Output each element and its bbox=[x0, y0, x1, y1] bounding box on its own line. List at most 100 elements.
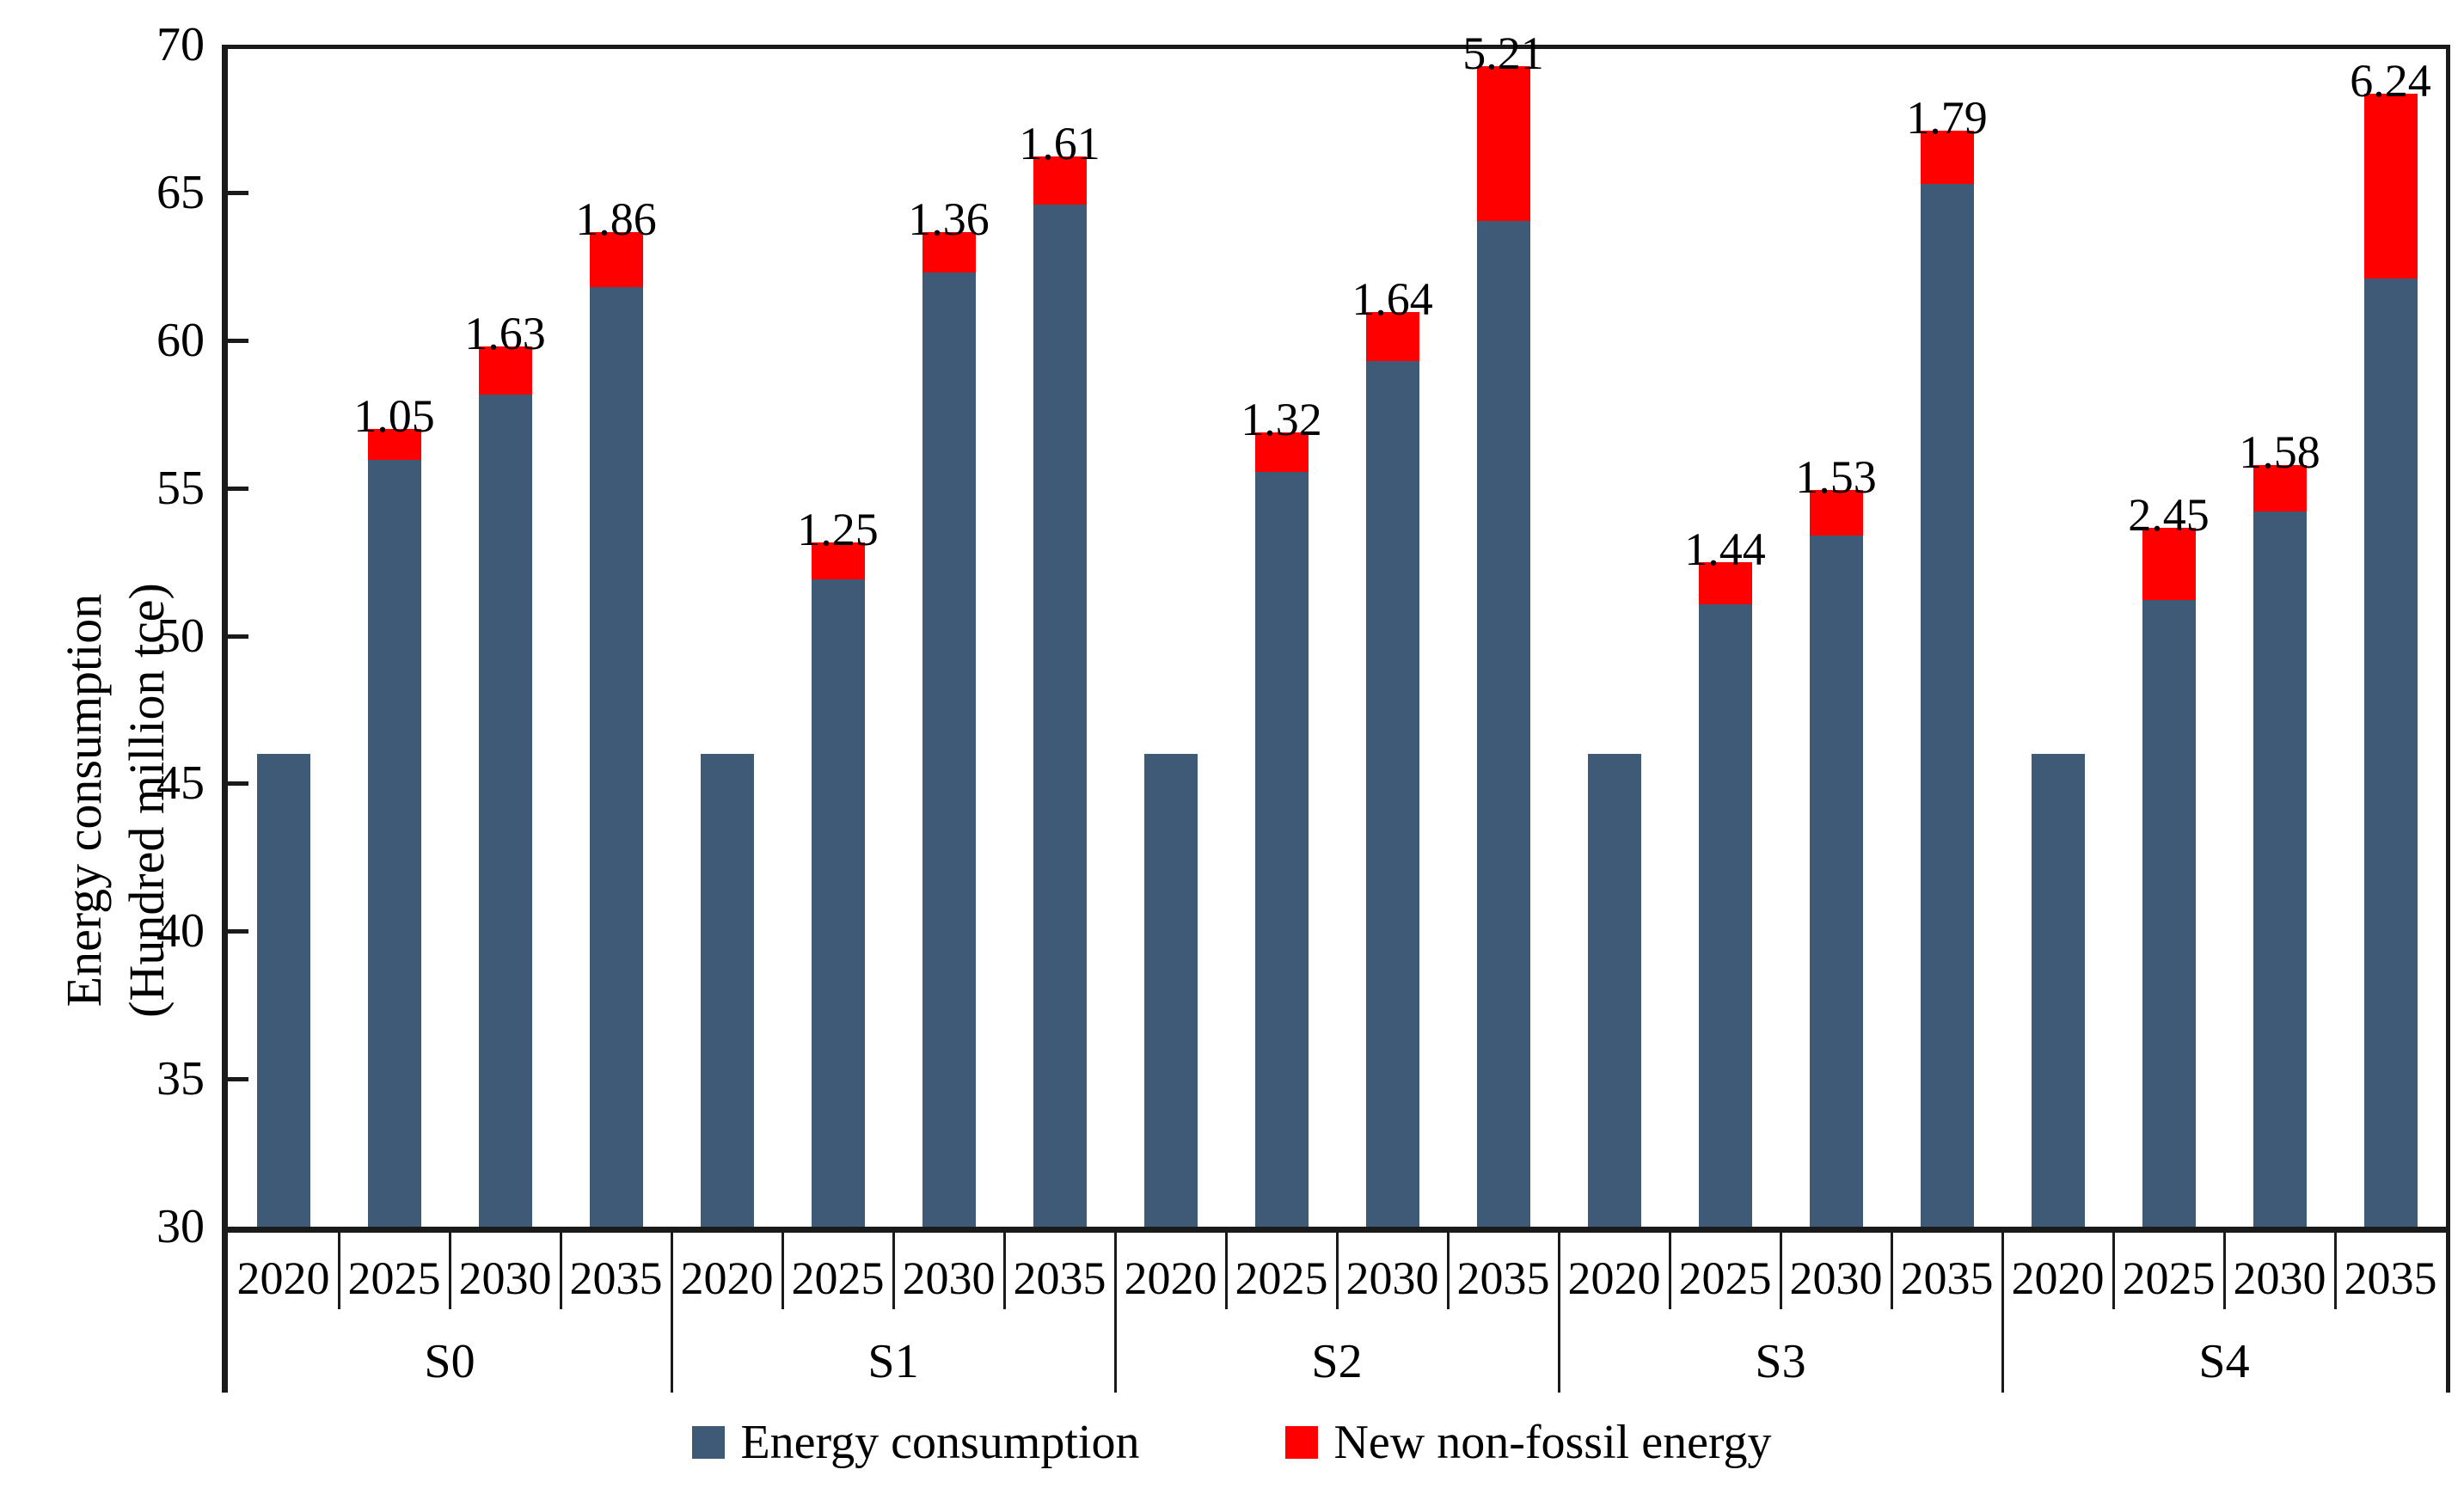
bar-energy-consumption bbox=[700, 754, 754, 1227]
bar-energy-consumption bbox=[1809, 535, 1863, 1227]
bar-energy-consumption bbox=[2142, 600, 2196, 1227]
x-year-divider bbox=[1668, 1227, 1671, 1309]
y-tick-mark bbox=[228, 634, 248, 639]
x-year-divider bbox=[2333, 1227, 2337, 1309]
x-year-label: 2020 bbox=[1124, 1252, 1217, 1304]
y-tick-label: 55 bbox=[156, 461, 205, 515]
bar-data-label: 1.58 bbox=[2239, 426, 2320, 478]
x-group-divider bbox=[1557, 1227, 1560, 1393]
bar-new-non-fossil-energy bbox=[2363, 94, 2418, 279]
legend: Energy consumption New non-fossil energy bbox=[0, 1408, 2464, 1477]
x-year-label: 2030 bbox=[458, 1252, 552, 1304]
x-group-label: S4 bbox=[2198, 1334, 2250, 1388]
x-year-label: 2030 bbox=[2233, 1252, 2326, 1304]
bar-data-label: 1.36 bbox=[908, 193, 990, 245]
bar-data-label: 5.21 bbox=[1462, 28, 1544, 80]
y-tick-mark bbox=[228, 1077, 248, 1082]
bar-energy-consumption bbox=[2363, 278, 2418, 1227]
x-year-label: 2030 bbox=[1789, 1252, 1883, 1304]
x-year-label: 2035 bbox=[569, 1252, 663, 1304]
x-year-label: 2025 bbox=[1678, 1252, 1772, 1304]
y-tick-mark bbox=[228, 486, 248, 491]
x-year-divider bbox=[337, 1227, 340, 1309]
bar-energy-consumption bbox=[1698, 604, 1752, 1227]
bar-energy-consumption bbox=[256, 754, 310, 1227]
x-group-label: S1 bbox=[867, 1334, 919, 1388]
legend-item-energy-consumption: Energy consumption bbox=[692, 1418, 1139, 1467]
x-year-divider bbox=[2222, 1227, 2226, 1309]
x-year-divider bbox=[1890, 1227, 1893, 1309]
y-tick-label: 65 bbox=[156, 165, 205, 219]
y-tick-label: 60 bbox=[156, 313, 205, 367]
bar-energy-consumption bbox=[1476, 220, 1530, 1227]
x-group-divider bbox=[2001, 1227, 2004, 1393]
bar-data-label: 1.53 bbox=[1795, 451, 1877, 504]
plot-top-border bbox=[228, 45, 2450, 49]
bar-new-non-fossil-energy bbox=[2253, 464, 2307, 512]
bar-new-non-fossil-energy bbox=[1365, 312, 1419, 361]
x-year-label: 2035 bbox=[1900, 1252, 1994, 1304]
y-tick-label: 30 bbox=[156, 1200, 205, 1253]
bar-energy-consumption bbox=[1254, 471, 1309, 1227]
bar-data-label: 1.32 bbox=[1241, 394, 1322, 446]
y-tick-mark bbox=[228, 929, 248, 934]
y-tick-label: 40 bbox=[156, 904, 205, 958]
bar-energy-consumption bbox=[2253, 511, 2307, 1227]
x-year-label: 2035 bbox=[1013, 1252, 1106, 1304]
x-year-divider bbox=[1335, 1227, 1339, 1309]
x-group-divider bbox=[670, 1227, 673, 1393]
bar-new-non-fossil-energy bbox=[1254, 432, 1309, 472]
bar-data-label: 1.79 bbox=[1906, 92, 1988, 144]
bar-energy-consumption bbox=[2031, 754, 2085, 1227]
legend-label: Energy consumption bbox=[740, 1416, 1140, 1469]
bar-data-label: 6.24 bbox=[2350, 55, 2431, 107]
bar-new-non-fossil-energy bbox=[478, 346, 532, 395]
legend-swatch-red-square-icon bbox=[1285, 1426, 1319, 1459]
bar-energy-consumption bbox=[367, 459, 421, 1227]
x-year-label: 2020 bbox=[680, 1252, 774, 1304]
x-year-divider bbox=[2112, 1227, 2115, 1309]
legend-swatch-blue-square-icon bbox=[692, 1426, 726, 1459]
x-year-label: 2020 bbox=[236, 1252, 330, 1304]
y-tick-mark bbox=[228, 190, 248, 195]
y-tick-label: 35 bbox=[156, 1052, 205, 1106]
x-year-label: 2035 bbox=[1456, 1252, 1550, 1304]
bar-energy-consumption bbox=[1033, 204, 1087, 1227]
y-tick-mark bbox=[228, 338, 248, 343]
plot-right-border bbox=[2446, 45, 2450, 1393]
x-year-label: 2025 bbox=[347, 1252, 441, 1304]
x-year-divider bbox=[1446, 1227, 1450, 1309]
x-group-divider bbox=[1113, 1227, 1117, 1393]
bar-energy-consumption bbox=[589, 286, 643, 1227]
bar-energy-consumption bbox=[811, 579, 865, 1227]
x-year-label: 2025 bbox=[791, 1252, 885, 1304]
x-year-divider bbox=[1224, 1227, 1228, 1309]
x-group-label: S3 bbox=[1755, 1334, 1806, 1388]
x-year-divider bbox=[448, 1227, 451, 1309]
y-tick-label: 70 bbox=[156, 18, 205, 71]
x-year-label: 2025 bbox=[2122, 1252, 2216, 1304]
x-year-label: 2020 bbox=[2011, 1252, 2105, 1304]
bar-new-non-fossil-energy bbox=[1033, 156, 1087, 205]
bar-new-non-fossil-energy bbox=[1698, 561, 1752, 605]
bar-data-label: 1.86 bbox=[575, 193, 657, 245]
y-tick-label: 45 bbox=[156, 756, 205, 811]
legend-item-new-non-fossil-energy: New non-fossil energy bbox=[1285, 1418, 1772, 1467]
bar-new-non-fossil-energy bbox=[1809, 490, 1863, 536]
y-tick-label: 50 bbox=[156, 609, 205, 663]
bar-energy-consumption bbox=[922, 272, 976, 1227]
x-year-divider bbox=[781, 1227, 784, 1309]
x-year-label: 2030 bbox=[1345, 1252, 1439, 1304]
y-axis-line bbox=[222, 45, 228, 1393]
bar-energy-consumption bbox=[1587, 754, 1641, 1227]
x-group-label: S2 bbox=[1311, 1334, 1363, 1388]
bar-new-non-fossil-energy bbox=[1920, 131, 1974, 184]
bar-new-non-fossil-energy bbox=[922, 231, 976, 272]
x-year-label: 2020 bbox=[1567, 1252, 1661, 1304]
x-year-label: 2030 bbox=[902, 1252, 996, 1304]
x-year-label: 2035 bbox=[2344, 1252, 2437, 1304]
bar-energy-consumption bbox=[478, 395, 532, 1227]
bar-data-label: 1.44 bbox=[1684, 523, 1766, 575]
bar-data-label: 1.05 bbox=[353, 389, 435, 442]
